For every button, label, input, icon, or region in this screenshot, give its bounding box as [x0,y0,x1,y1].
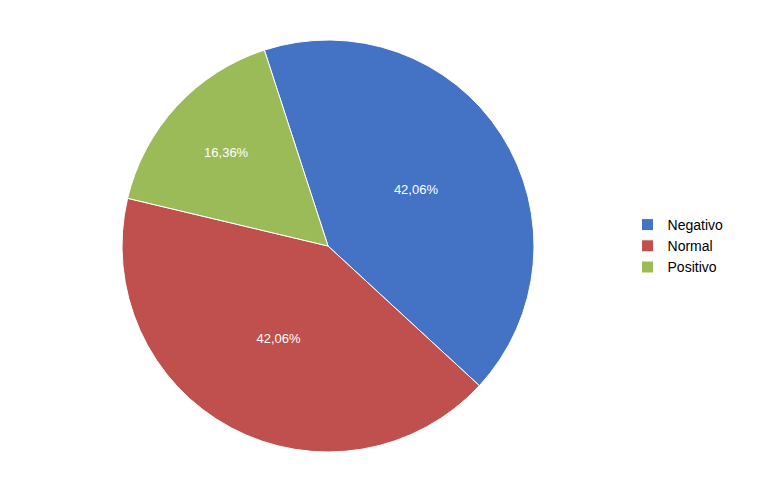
svg-text:42,06%: 42,06% [257,331,302,346]
svg-text:Positivo: Positivo [668,259,717,275]
svg-text:16,36%: 16,36% [204,145,249,160]
svg-text:Negativo: Negativo [668,217,723,233]
svg-text:42,06%: 42,06% [394,182,439,197]
svg-text:Normal: Normal [668,238,713,254]
